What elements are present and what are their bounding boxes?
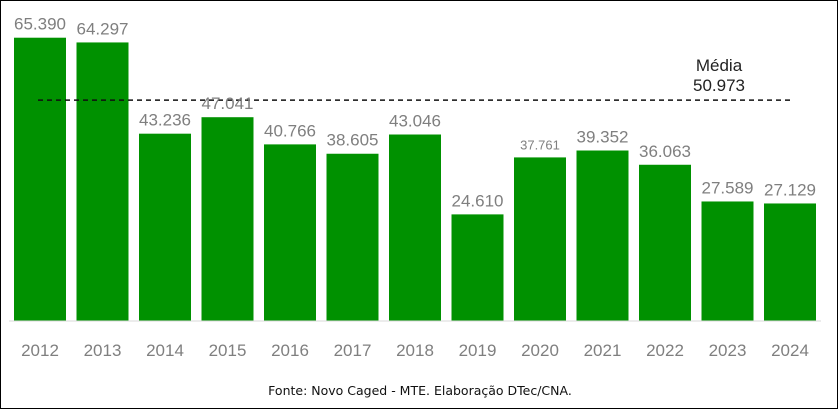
x-tick-2020: 2020 [521, 341, 559, 360]
value-label-2015: 47.041 [202, 94, 254, 113]
bar-2019 [451, 214, 504, 321]
x-tick-2016: 2016 [271, 341, 309, 360]
bar-2017 [326, 153, 379, 321]
x-tick-2019: 2019 [459, 341, 497, 360]
bar-2021 [576, 150, 629, 321]
bar-2014 [139, 133, 191, 321]
bar-2020 [514, 157, 566, 321]
value-label-2018: 43.046 [389, 112, 441, 131]
value-label-2013: 64.297 [77, 19, 129, 38]
bar-2013 [76, 42, 129, 322]
value-label-2012: 65.390 [14, 15, 66, 34]
bar-2016 [264, 144, 316, 321]
bar-2018 [389, 134, 441, 321]
x-tick-2023: 2023 [709, 341, 747, 360]
x-tick-2022: 2022 [646, 341, 684, 360]
value-label-2014: 43.236 [139, 111, 191, 130]
value-label-2017: 38.605 [327, 131, 379, 150]
source-note: Fonte: Novo Caged - MTE. Elaboração DTec… [268, 383, 572, 398]
x-tick-2021: 2021 [584, 341, 622, 360]
bar-2012 [14, 37, 66, 321]
value-label-2023: 27.589 [702, 178, 754, 197]
x-tick-2013: 2013 [84, 341, 122, 360]
bar-2023 [701, 201, 754, 321]
value-label-2022: 36.063 [639, 142, 691, 161]
x-tick-2018: 2018 [396, 341, 434, 360]
average-label: Média [696, 56, 743, 75]
bar-2022 [639, 164, 691, 321]
value-label-2019: 24.610 [452, 191, 504, 210]
value-label-2020: 37.761 [520, 137, 560, 152]
value-label-2016: 40.766 [264, 121, 316, 140]
bar-2015 [201, 117, 254, 321]
average-value: 50.973 [693, 76, 745, 95]
bar-chart: Média 50.973 65.390 64.297 43.236 47.041 40.… [9, 15, 821, 360]
x-tick-2024: 2024 [771, 341, 809, 360]
x-tick-2014: 2014 [146, 341, 184, 360]
x-tick-2012: 2012 [21, 341, 59, 360]
value-label-2024: 27.129 [764, 180, 816, 199]
x-tick-2015: 2015 [209, 341, 247, 360]
bar-2024 [764, 203, 816, 321]
x-tick-2017: 2017 [334, 341, 372, 360]
value-label-2021: 39.352 [577, 128, 629, 147]
